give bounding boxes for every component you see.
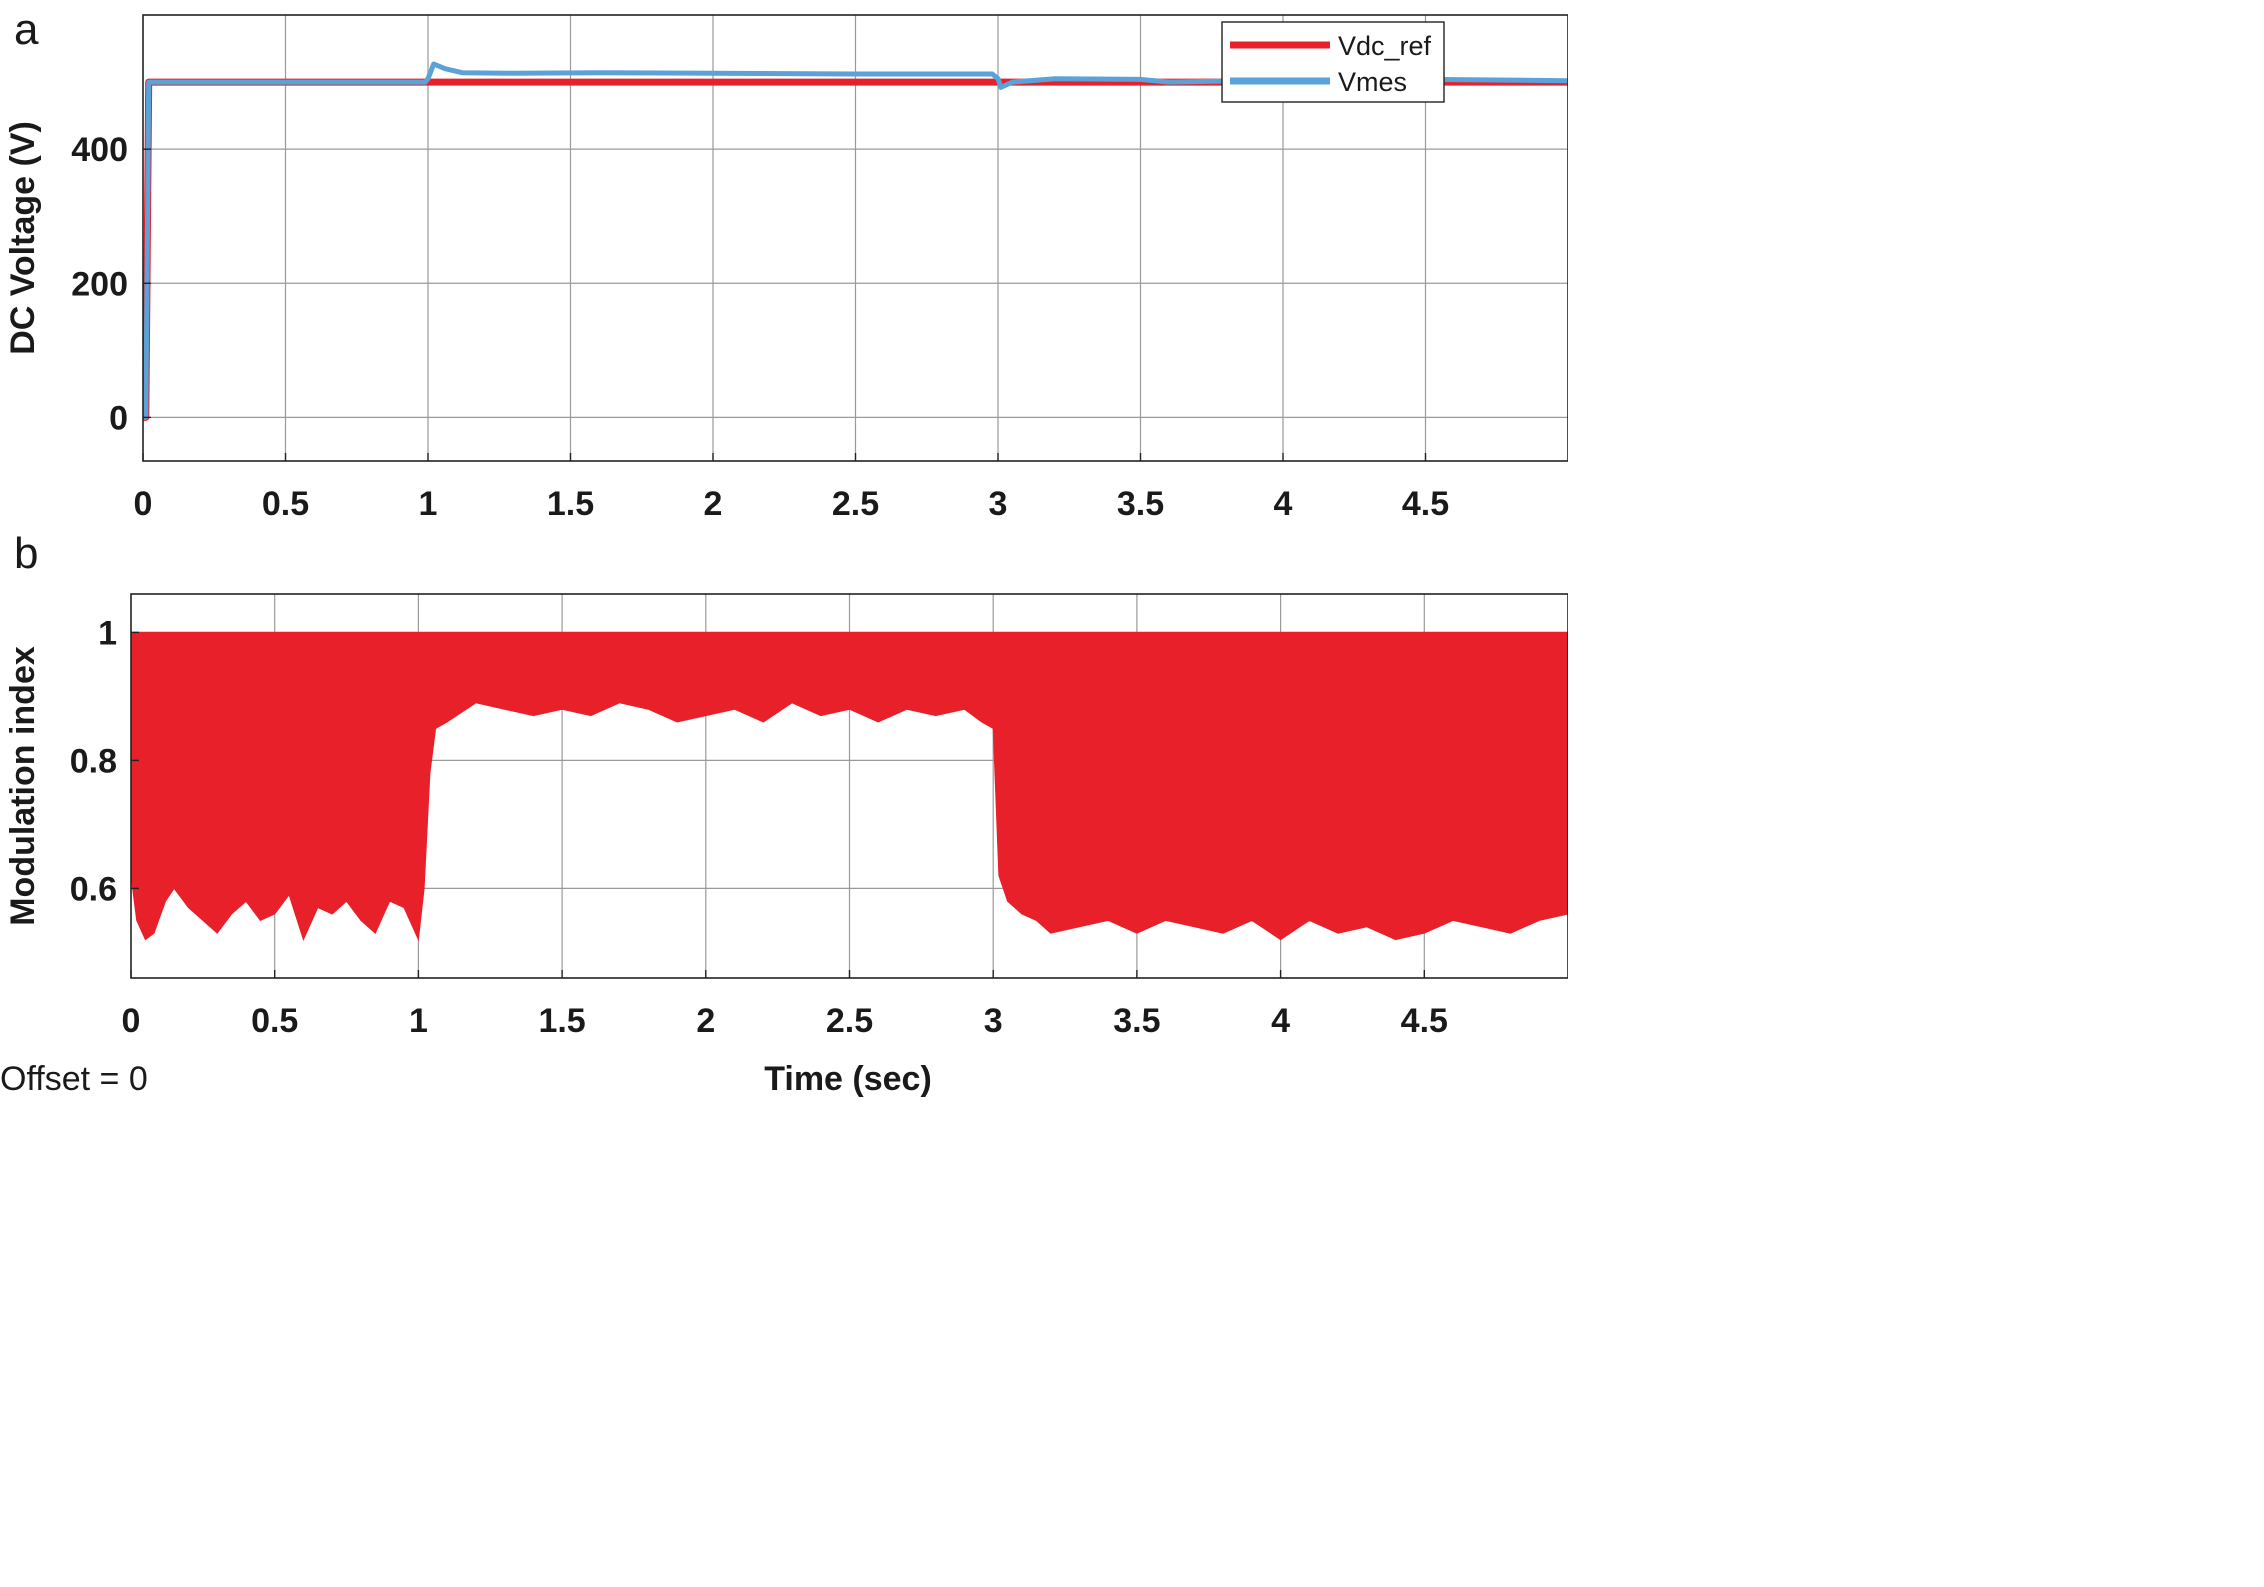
panel-a-y-ticks: 0 200 400 <box>71 131 151 437</box>
x-tick-label: 2.5 <box>826 1002 873 1040</box>
x-tick-label: 3.5 <box>1113 1002 1160 1040</box>
y-tick-label: 0 <box>109 399 128 437</box>
x-tick-label: 0.5 <box>251 1002 298 1040</box>
x-tick-label: 3.5 <box>1117 485 1164 523</box>
panel-b-x-ticks: 0 0.5 1 1.5 2 2.5 3 3.5 4 4.5 <box>122 970 1448 1040</box>
panel-b-series <box>131 631 1568 942</box>
x-tick-label: 0 <box>122 1002 141 1040</box>
series-line-vmes <box>143 61 1568 420</box>
panel-a-x-ticks: 0 0.5 1 1.5 2 2.5 3 3.5 4 4.5 <box>134 453 1449 523</box>
x-tick-label: 4.5 <box>1402 485 1449 523</box>
x-tick-label: 0 <box>134 485 153 523</box>
offset-label: Offset = 0 <box>0 1060 148 1098</box>
panel-a-grid <box>143 15 1568 461</box>
x-tick-label: 2 <box>704 485 723 523</box>
x-tick-label: 4.5 <box>1401 1002 1448 1040</box>
figure: a 0 0.5 1 1.5 2 2.5 3 3.5 4 4.5 0 200 400 DC Voltag… <box>0 5 1568 1098</box>
x-tick-label: 1 <box>409 1002 428 1040</box>
y-tick-label: 0.8 <box>70 742 117 780</box>
x-tick-label: 0.5 <box>262 485 309 523</box>
x-tick-label: 2.5 <box>832 485 879 523</box>
x-tick-label: 1 <box>419 485 438 523</box>
legend-label-vmes: Vmes <box>1338 67 1407 97</box>
panel-b-label: b <box>14 529 38 578</box>
x-tick-label: 1.5 <box>538 1002 585 1040</box>
y-tick-label: 0.6 <box>70 870 117 908</box>
x-tick-label: 3 <box>989 485 1008 523</box>
x-tick-label: 4 <box>1274 485 1293 523</box>
panel-b-y-axis-label: Modulation index <box>4 646 42 926</box>
panel-a-y-axis-label: DC Voltage (V) <box>4 121 42 355</box>
panel-a-voltage-chart: a 0 0.5 1 1.5 2 2.5 3 3.5 4 4.5 0 200 400 DC Voltag… <box>4 5 1568 523</box>
modulation-index-envelope <box>131 631 1568 942</box>
legend-box <box>1221 21 1445 103</box>
legend: Vdc_ref Vmes <box>1221 21 1445 103</box>
panel-b-y-ticks: 0.6 0.8 1 <box>70 614 139 908</box>
y-tick-label: 1 <box>98 614 117 652</box>
panel-b-modulation-chart: b 0 0.5 1 1.5 2 2.5 3 3.5 4 4.5 0.6 0.8 1 Modulatio… <box>4 529 1568 1098</box>
panel-a-label: a <box>14 5 39 54</box>
y-tick-label: 400 <box>71 131 128 169</box>
x-tick-label: 2 <box>696 1002 715 1040</box>
x-tick-label: 4 <box>1271 1002 1290 1040</box>
y-tick-label: 200 <box>71 265 128 303</box>
x-tick-label: 1.5 <box>547 485 594 523</box>
legend-label-vdc-ref: Vdc_ref <box>1338 31 1432 61</box>
x-tick-label: 3 <box>984 1002 1003 1040</box>
x-axis-label: Time (sec) <box>764 1060 932 1098</box>
